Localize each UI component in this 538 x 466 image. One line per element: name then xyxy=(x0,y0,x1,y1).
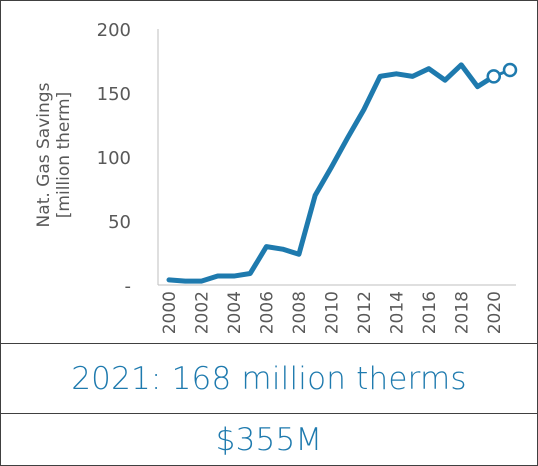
summary-box: 2021: 168 million therms xyxy=(1,343,537,414)
axes xyxy=(157,29,516,286)
x-tick-label: 2004 xyxy=(225,291,245,334)
x-tick-label: 2020 xyxy=(485,291,505,334)
cost-text: $355M xyxy=(215,422,323,458)
y-tick-label: 100 xyxy=(97,148,131,169)
y-tick-label: 50 xyxy=(108,212,131,233)
y-axis-title-line: [million therm] xyxy=(54,92,74,218)
y-axis-label: Nat. Gas Savings [million therm] xyxy=(34,82,74,227)
y-tick-label: - xyxy=(125,276,132,297)
line-chart: Nat. Gas Savings [million therm] - 50 100 15… xyxy=(34,20,518,334)
x-tick-label: 2018 xyxy=(452,291,472,334)
y-axis-title: Nat. Gas Savings [million therm] xyxy=(34,82,74,227)
projected-point-marker xyxy=(502,62,518,78)
series-layer xyxy=(166,62,518,284)
x-tick-label: 2000 xyxy=(160,291,180,334)
y-tick-labels: - 50 100 150 200 xyxy=(97,20,131,297)
x-tick-label: 2008 xyxy=(290,291,310,334)
y-axis-title-line: Nat. Gas Savings xyxy=(34,82,54,227)
x-tick-label: 2010 xyxy=(322,291,342,334)
x-tick-label: 2016 xyxy=(420,291,440,334)
x-tick-label: 2002 xyxy=(192,291,212,334)
projected-point-marker xyxy=(486,69,502,84)
x-tick-label: 2006 xyxy=(257,291,277,334)
x-tick-label: 2014 xyxy=(387,291,407,334)
x-tick-label: 2012 xyxy=(355,291,375,334)
series-line xyxy=(166,62,497,284)
y-tick-label: 200 xyxy=(97,20,131,41)
x-tick-labels: 2000 2002 2004 2006 2008 2010 2012 2014 2016 2018… xyxy=(160,291,505,334)
cost-box: $355M xyxy=(1,413,537,466)
summary-text: 2021: 168 million therms xyxy=(71,361,467,397)
y-tick-label: 150 xyxy=(97,84,131,105)
